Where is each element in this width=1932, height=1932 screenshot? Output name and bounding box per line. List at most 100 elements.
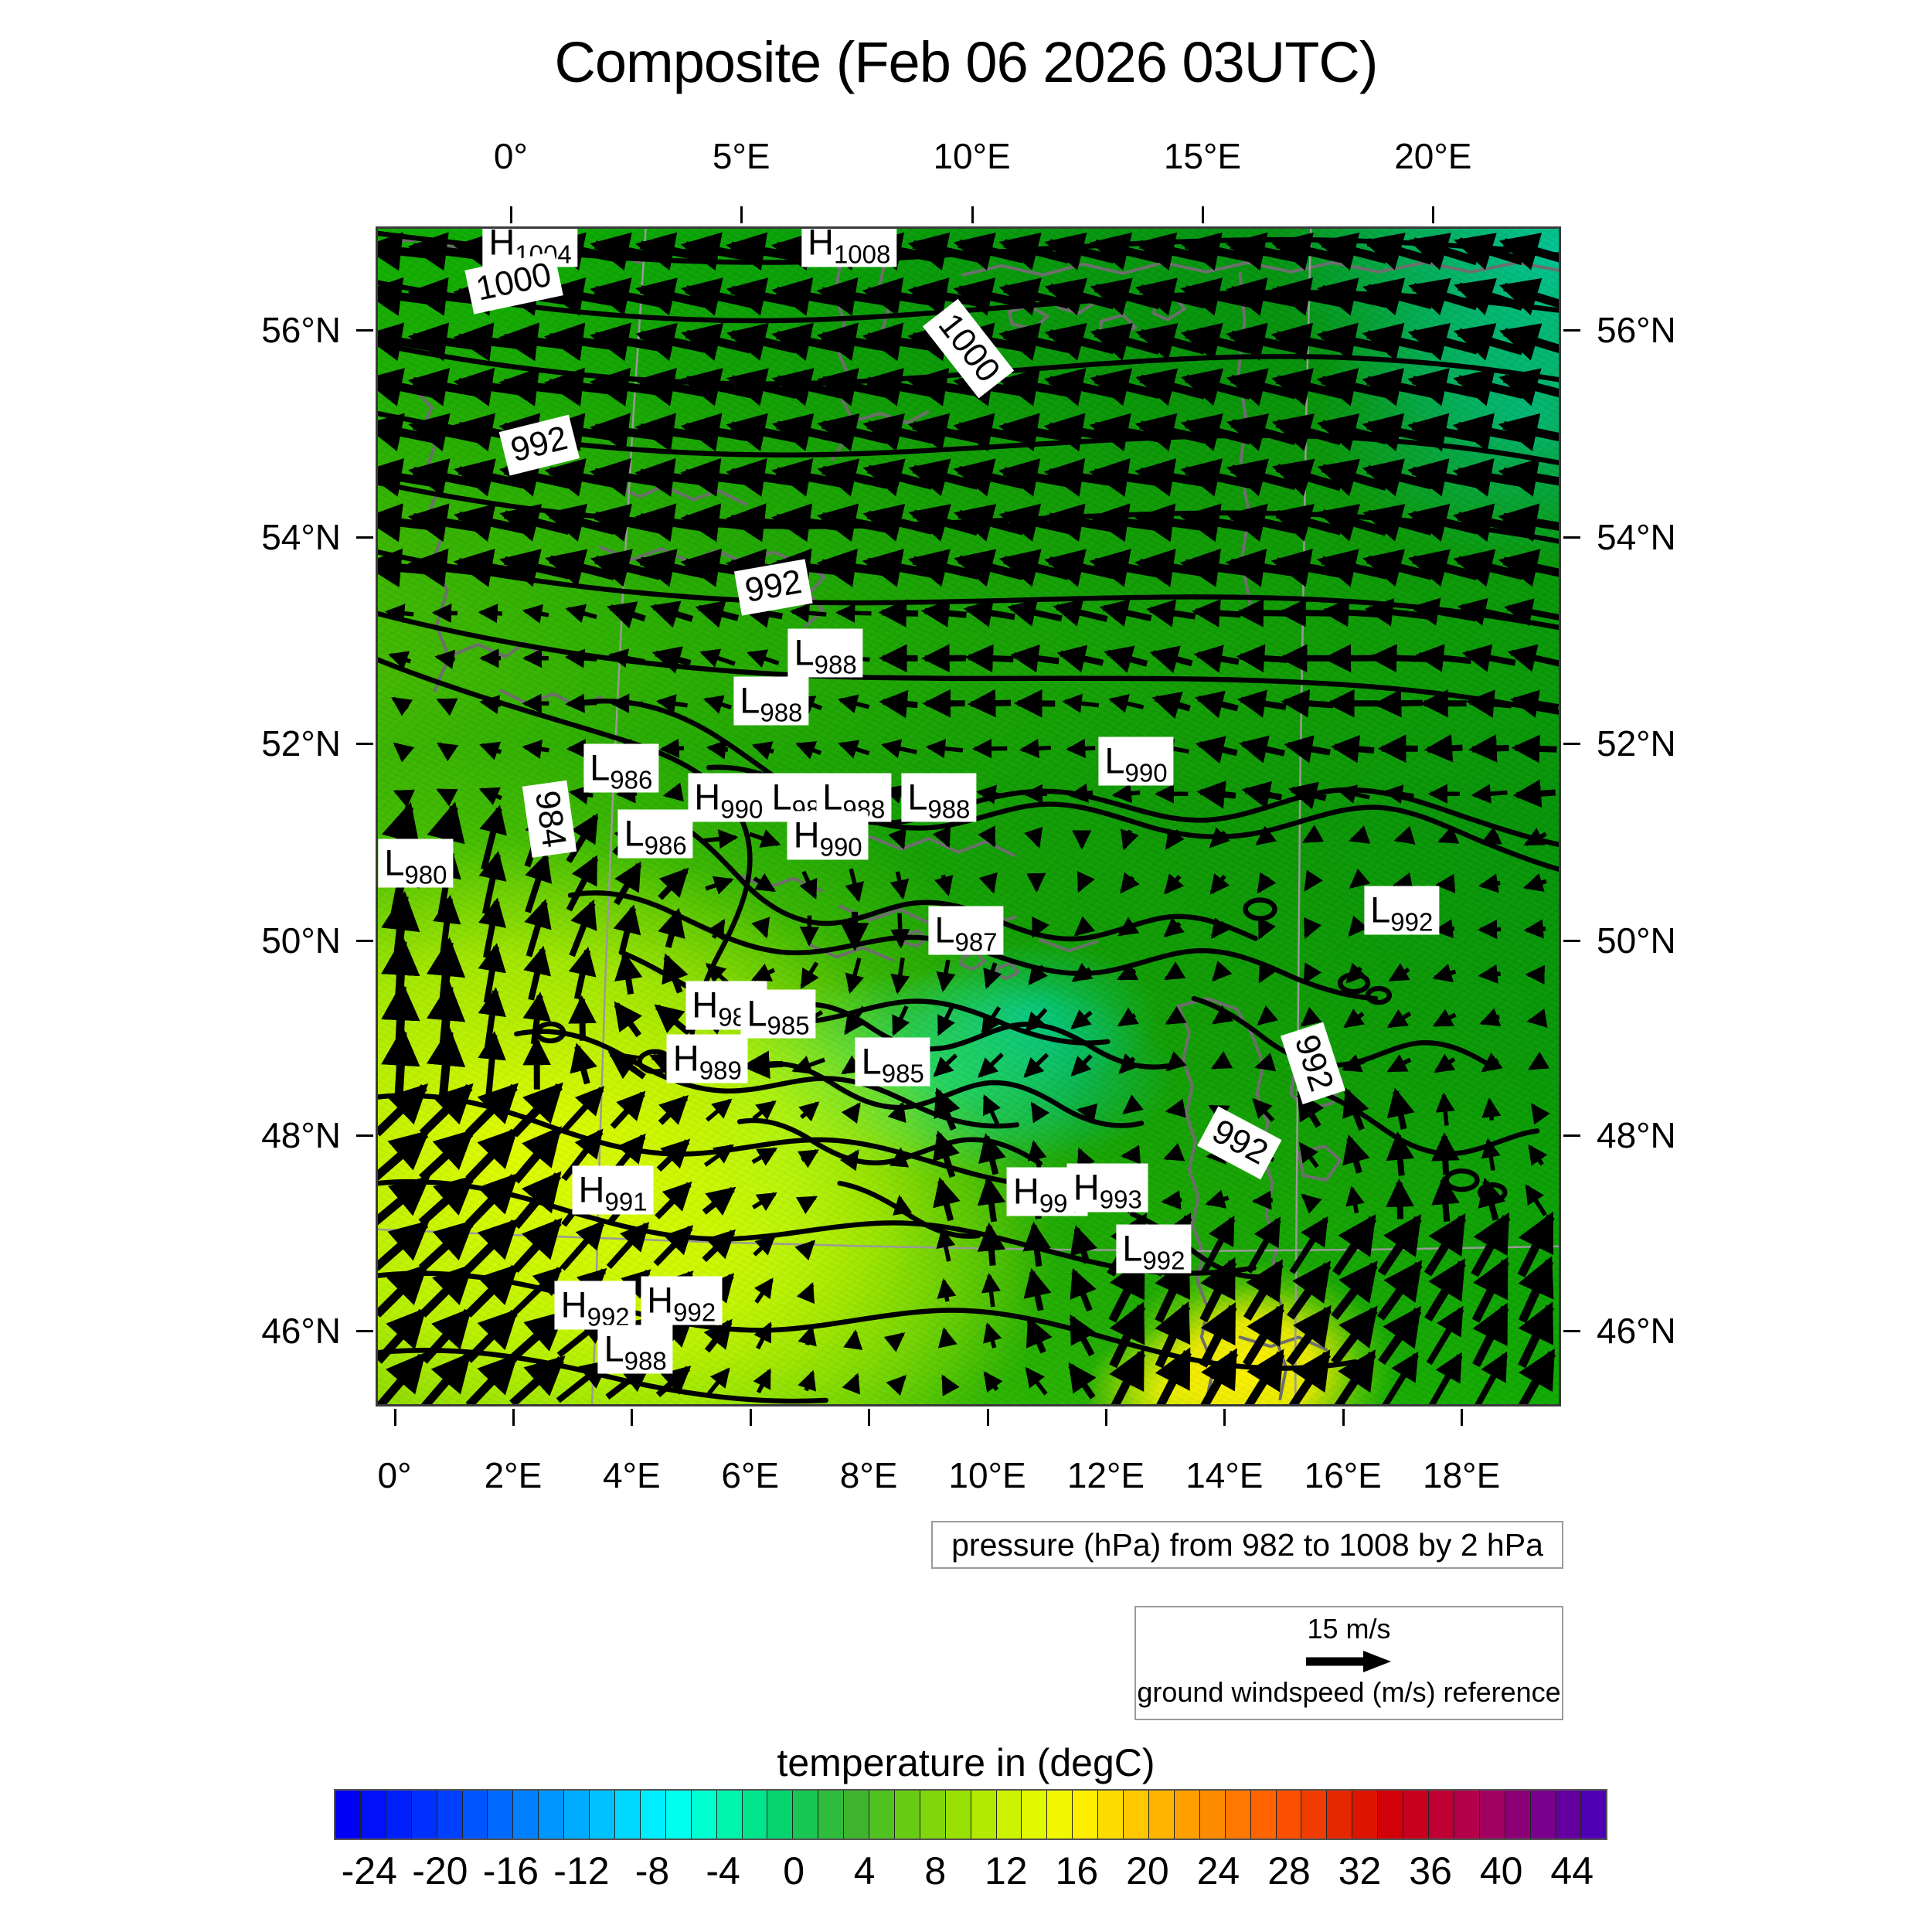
wind-arrow xyxy=(695,600,740,628)
wind-arrow xyxy=(1118,1053,1140,1074)
temperature-colorbar xyxy=(334,1789,1607,1840)
wind-arrow xyxy=(1191,599,1241,628)
pressure-extremum-type: L xyxy=(590,747,611,788)
wind-arrow xyxy=(1073,916,1096,937)
colorbar-cell xyxy=(614,1791,641,1838)
wind-arrow xyxy=(522,739,549,759)
wind-arrow xyxy=(706,918,726,941)
wind-arrow xyxy=(522,604,549,624)
colorbar-tick-label: 36 xyxy=(1409,1849,1452,1893)
wind-arrow xyxy=(889,871,910,900)
axis-label-right-2: 52°N xyxy=(1597,723,1676,764)
wind-arrow xyxy=(522,992,551,1045)
colorbar-cell xyxy=(360,1791,386,1838)
wind-arrow xyxy=(983,962,1002,989)
isobar-value-label: 1000 xyxy=(464,251,563,315)
axis-label-top-2: 10°E xyxy=(933,136,1011,176)
wind-arrow xyxy=(1077,871,1095,893)
wind-arrow xyxy=(1238,735,1285,764)
wind-arrow xyxy=(887,1101,906,1124)
wind-arrow xyxy=(523,945,551,1001)
colorbar-cell xyxy=(1327,1791,1353,1838)
wind-arrow xyxy=(1023,1053,1049,1078)
wind-arrow xyxy=(794,1240,816,1261)
axis-label-right-1: 54°N xyxy=(1597,516,1676,557)
wind-arrow xyxy=(883,1332,906,1352)
wind-arrow xyxy=(1284,735,1331,764)
axis-tick-left xyxy=(356,939,373,942)
wind-arrow xyxy=(1194,690,1239,719)
wind-arrow xyxy=(1122,1094,1144,1114)
wind-arrow xyxy=(662,953,689,994)
wind-arrow xyxy=(1196,780,1236,809)
colorbar-cell xyxy=(844,1791,870,1838)
wind-arrow xyxy=(1336,784,1370,804)
wind-arrow xyxy=(1465,689,1512,718)
wind-arrow xyxy=(1435,873,1456,893)
wind-arrow xyxy=(967,689,1012,718)
wind-arrow xyxy=(1151,692,1191,719)
wind-arrow xyxy=(1030,1101,1050,1124)
axis-label-right-0: 56°N xyxy=(1597,310,1676,351)
axis-tick-bottom xyxy=(749,1409,752,1426)
wind-arrow xyxy=(1434,1053,1456,1073)
colorbar-tick-label: 16 xyxy=(1055,1849,1099,1893)
wind-arrow xyxy=(1523,919,1546,939)
wind-arrow xyxy=(1070,1054,1093,1077)
wind-arrow xyxy=(964,644,1014,673)
pressure-extremum-type: H xyxy=(807,226,834,263)
wind-arrow xyxy=(1117,917,1140,937)
wind-arrow xyxy=(1104,645,1148,673)
wind-arrow xyxy=(1343,1009,1366,1029)
axis-label-bottom-4: 8°E xyxy=(839,1455,898,1495)
pressure-extremum-value: 986 xyxy=(610,765,653,794)
colorbar-tick-label: -4 xyxy=(706,1849,740,1893)
axis-tick-bottom xyxy=(393,1409,396,1426)
colorbar-tick-label: 44 xyxy=(1550,1849,1594,1893)
colorbar-cell xyxy=(1250,1791,1277,1838)
colorbar-cell xyxy=(1174,1791,1200,1838)
colorbar-cell xyxy=(996,1791,1022,1838)
wind-arrow xyxy=(1498,277,1559,315)
wind-arrow xyxy=(1504,598,1559,627)
wind-arrow xyxy=(1431,1132,1460,1175)
colorbar-cell xyxy=(386,1791,412,1838)
wind-arrow xyxy=(1109,1348,1146,1404)
pressure-extremum-marker: L 990 xyxy=(1098,736,1174,786)
wind-arrow xyxy=(465,1353,519,1404)
colorbar-cell xyxy=(1505,1791,1531,1838)
wind-arrow xyxy=(1423,733,1463,763)
wind-arrow xyxy=(1528,1144,1548,1166)
wind-arrow xyxy=(937,1327,957,1349)
colorbar-cell xyxy=(640,1791,666,1838)
wind-arrow xyxy=(464,1218,519,1273)
colorbar-cell xyxy=(767,1791,794,1838)
wind-arrow xyxy=(934,874,954,896)
wind-arrow xyxy=(1334,1349,1376,1404)
pressure-extremum-type: H xyxy=(672,1037,699,1079)
axis-tick-right xyxy=(1563,1134,1580,1137)
wind-arrow xyxy=(1288,1349,1332,1404)
wind-arrow xyxy=(1165,828,1185,850)
wind-arrow xyxy=(1062,693,1100,713)
axis-label-top-1: 5°E xyxy=(712,136,770,176)
pressure-extremum-marker: L 988 xyxy=(787,628,863,678)
wind-arrow xyxy=(932,826,951,849)
wind-arrow xyxy=(741,1050,783,1080)
wind-arrow xyxy=(699,648,736,668)
wind-arrow xyxy=(1304,917,1322,940)
axis-label-left-5: 46°N xyxy=(261,1311,341,1352)
wind-arrow xyxy=(1472,1302,1509,1368)
axis-label-top-0: 0° xyxy=(493,136,528,176)
axis-label-right-5: 46°N xyxy=(1597,1311,1676,1352)
pressure-extremum-value: 1008 xyxy=(833,240,891,269)
wind-arrow xyxy=(1026,1316,1053,1354)
wind-arrow xyxy=(560,1086,605,1134)
axis-label-bottom-5: 10°E xyxy=(948,1455,1026,1495)
wind-arrow xyxy=(1024,826,1043,849)
wind-arrow xyxy=(1069,1314,1097,1357)
pressure-extremum-type: H xyxy=(560,1284,587,1325)
axis-tick-bottom xyxy=(631,1409,634,1426)
wind-arrow xyxy=(1386,1009,1412,1029)
axis-label-left-1: 54°N xyxy=(261,516,341,557)
